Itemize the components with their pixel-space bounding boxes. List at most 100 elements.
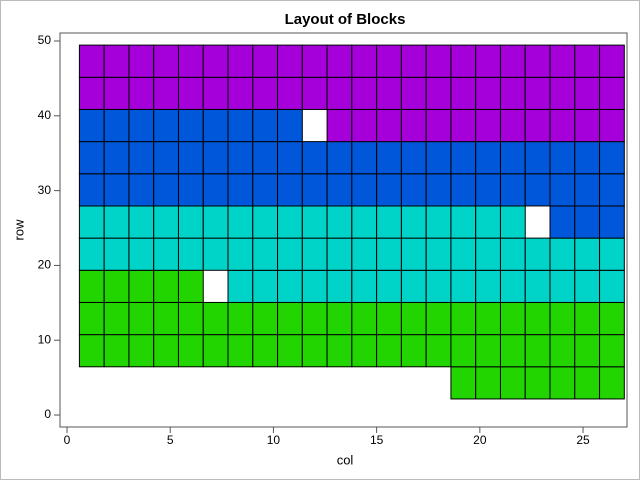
block xyxy=(400,301,427,336)
block xyxy=(425,173,452,207)
block xyxy=(277,269,303,303)
block xyxy=(450,76,477,110)
y-tick-label: 30 xyxy=(38,183,52,197)
chart-title: Layout of Blocks xyxy=(285,11,406,28)
x-tick-label: 25 xyxy=(576,433,590,447)
block xyxy=(599,237,625,271)
block xyxy=(153,205,179,239)
block xyxy=(103,269,130,303)
block xyxy=(376,205,402,239)
block xyxy=(128,334,155,368)
block xyxy=(78,237,105,271)
block xyxy=(574,108,601,143)
block xyxy=(499,269,526,303)
block xyxy=(425,44,452,78)
block xyxy=(227,173,254,207)
block xyxy=(499,334,526,368)
block xyxy=(277,108,303,143)
block xyxy=(301,76,328,110)
block xyxy=(599,44,625,78)
block xyxy=(252,44,279,78)
block xyxy=(78,301,105,336)
block xyxy=(549,366,576,400)
block xyxy=(376,173,402,207)
block xyxy=(326,173,353,207)
block xyxy=(425,301,452,336)
block xyxy=(549,334,576,368)
block xyxy=(202,44,229,78)
block xyxy=(450,366,477,400)
block xyxy=(326,237,353,271)
block xyxy=(499,108,526,143)
block xyxy=(499,44,526,78)
block xyxy=(599,205,625,239)
block xyxy=(227,237,254,271)
block xyxy=(202,76,229,110)
block xyxy=(153,237,179,271)
block xyxy=(252,76,279,110)
block xyxy=(450,173,477,207)
block xyxy=(376,44,402,78)
block xyxy=(599,334,625,368)
block xyxy=(177,269,204,303)
block xyxy=(400,141,427,175)
block xyxy=(128,205,155,239)
block xyxy=(177,76,204,110)
block xyxy=(277,237,303,271)
block xyxy=(153,76,179,110)
block xyxy=(549,141,576,175)
block xyxy=(574,44,601,78)
block xyxy=(400,334,427,368)
block xyxy=(574,334,601,368)
block xyxy=(549,108,576,143)
block xyxy=(227,44,254,78)
block xyxy=(549,76,576,110)
block xyxy=(549,173,576,207)
block xyxy=(549,44,576,78)
block xyxy=(475,269,501,303)
block xyxy=(78,76,105,110)
block xyxy=(574,301,601,336)
block xyxy=(574,269,601,303)
block xyxy=(425,205,452,239)
block xyxy=(153,141,179,175)
block xyxy=(425,141,452,175)
block xyxy=(524,173,551,207)
block xyxy=(450,269,477,303)
x-tick-label: 15 xyxy=(370,433,384,447)
block xyxy=(574,205,601,239)
block xyxy=(599,141,625,175)
block xyxy=(475,76,501,110)
block xyxy=(128,141,155,175)
block xyxy=(574,141,601,175)
block xyxy=(475,237,501,271)
x-axis-label: col xyxy=(337,452,354,467)
block xyxy=(153,108,179,143)
block xyxy=(549,237,576,271)
block xyxy=(301,141,328,175)
block xyxy=(202,108,229,143)
block xyxy=(351,44,378,78)
block xyxy=(475,141,501,175)
block xyxy=(549,205,576,239)
block xyxy=(425,76,452,110)
block xyxy=(277,334,303,368)
block xyxy=(400,44,427,78)
block xyxy=(128,173,155,207)
block xyxy=(153,301,179,336)
block xyxy=(475,44,501,78)
block xyxy=(376,301,402,336)
block xyxy=(78,334,105,368)
block xyxy=(574,366,601,400)
block xyxy=(524,108,551,143)
block xyxy=(599,366,625,400)
block xyxy=(128,108,155,143)
block xyxy=(499,141,526,175)
block xyxy=(326,205,353,239)
block xyxy=(351,173,378,207)
block xyxy=(326,108,353,143)
block xyxy=(326,334,353,368)
block xyxy=(78,141,105,175)
block xyxy=(599,108,625,143)
